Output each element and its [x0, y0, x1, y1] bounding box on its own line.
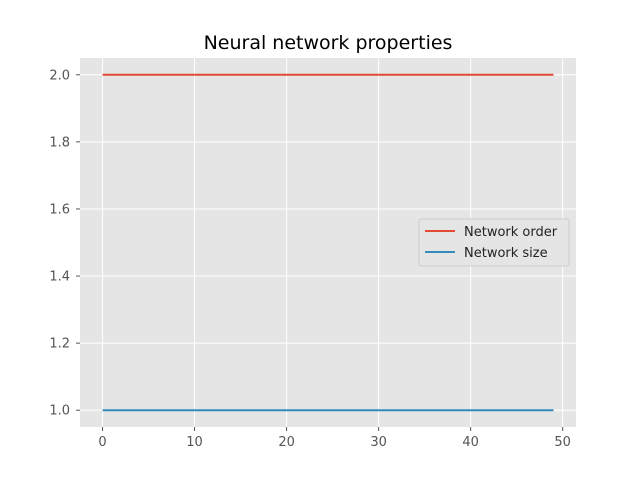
x-tick-label: 50	[554, 435, 571, 450]
y-tick-label: 1.0	[49, 404, 70, 419]
x-tick-label: 20	[278, 435, 295, 450]
grid-lines	[80, 58, 576, 427]
x-tick-label: 40	[462, 435, 479, 450]
y-tick-label: 1.4	[49, 270, 70, 285]
x-tick-label: 0	[98, 435, 106, 450]
legend-box	[418, 218, 570, 267]
y-tick-label: 1.2	[49, 337, 70, 352]
x-tick-label: 10	[186, 435, 203, 450]
series-lines	[102, 73, 554, 412]
y-tick-label: 1.6	[49, 202, 70, 217]
y-tick-label: 2.0	[49, 68, 70, 83]
y-tick-label: 1.8	[49, 135, 70, 150]
legend: Network order Network size	[418, 218, 570, 267]
x-axis-ticks: 0 10 20 30 40 50	[98, 427, 571, 450]
legend-label-network-order: Network order	[464, 225, 558, 240]
chart-title: Neural network properties	[204, 32, 453, 54]
x-tick-label: 30	[370, 435, 387, 450]
legend-label-network-size: Network size	[464, 246, 548, 261]
y-axis-ticks: 1.0 1.2 1.4 1.6 1.8 2.0	[49, 68, 80, 419]
